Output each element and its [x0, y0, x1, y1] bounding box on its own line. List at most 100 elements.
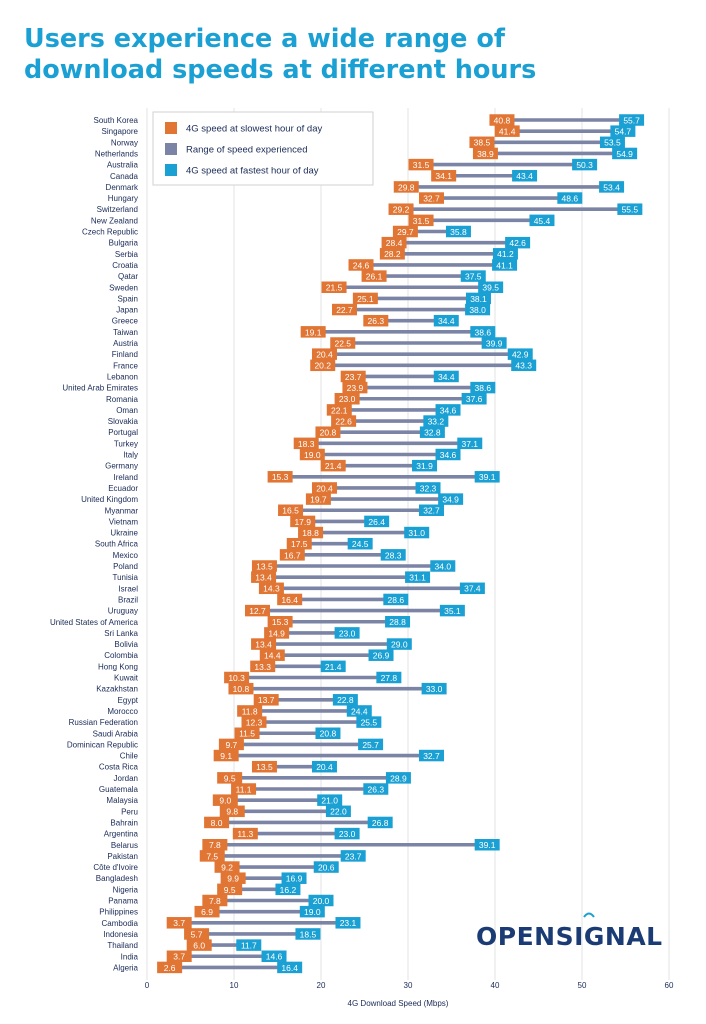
fastest-value-label: 38.1: [470, 294, 487, 304]
slowest-marker: [278, 504, 304, 516]
fastest-marker: [512, 170, 538, 182]
fastest-value-label: 37.4: [464, 584, 481, 594]
fastest-value-label: 39.1: [479, 472, 496, 482]
country-label: Singapore: [102, 127, 139, 136]
fastest-value-label: 34.0: [435, 561, 452, 571]
fastest-marker: [412, 459, 438, 472]
slowest-marker: [224, 671, 250, 684]
slowest-marker: [219, 805, 245, 818]
country-label: South Africa: [95, 540, 139, 549]
slowest-value-label: 40.8: [494, 115, 511, 125]
country-label: Ecuador: [108, 484, 138, 493]
slowest-value-label: 7.8: [209, 896, 221, 906]
fastest-value-label: 38.6: [475, 327, 492, 337]
country-label: Egypt: [118, 696, 139, 705]
country-label: Czech Republic: [82, 228, 138, 237]
country-label: Japan: [116, 306, 138, 315]
fastest-value-label: 31.0: [408, 528, 425, 538]
fastest-marker: [415, 482, 441, 494]
slowest-marker: [199, 850, 225, 862]
country-label: Poland: [113, 562, 138, 571]
slowest-marker: [330, 337, 356, 349]
fastest-marker: [281, 872, 307, 884]
country-label: Kazakhstan: [96, 685, 138, 694]
slowest-value-label: 11.8: [242, 706, 258, 716]
slowest-value-label: 13.5: [256, 762, 273, 772]
slowest-value-label: 10.8: [233, 684, 250, 694]
fastest-marker: [529, 214, 555, 227]
fastest-value-label: 21.0: [321, 796, 338, 806]
slowest-marker: [381, 236, 407, 249]
slowest-value-label: 22.1: [331, 405, 348, 415]
fastest-value-label: 48.6: [562, 193, 579, 203]
slowest-value-label: 16.4: [281, 595, 298, 605]
fastest-value-label: 33.2: [428, 416, 445, 426]
slowest-marker: [408, 214, 434, 227]
slowest-value-label: 9.9: [227, 874, 239, 884]
slowest-marker: [320, 459, 346, 472]
country-label: Hungary: [108, 194, 138, 203]
fastest-marker: [465, 292, 491, 305]
country-label: Austria: [113, 339, 138, 348]
fastest-value-label: 39.1: [479, 840, 496, 850]
fastest-value-label: 37.5: [465, 272, 482, 282]
slowest-marker: [352, 292, 378, 305]
slowest-value-label: 21.5: [326, 283, 343, 293]
fastest-value-label: 18.5: [300, 929, 317, 939]
fastest-value-label: 34.9: [442, 495, 459, 505]
slowest-marker: [267, 616, 293, 628]
fastest-marker: [311, 760, 337, 773]
slowest-value-label: 9.5: [224, 885, 236, 895]
fastest-value-label: 23.0: [339, 829, 356, 839]
country-label: Morocco: [107, 707, 138, 716]
fastest-value-label: 31.1: [409, 573, 426, 583]
country-label: Nigeria: [113, 885, 139, 894]
slowest-marker: [361, 270, 387, 282]
fastest-marker: [507, 348, 533, 360]
country-label: Norway: [111, 138, 138, 147]
slowest-marker: [220, 872, 246, 884]
fastest-value-label: 55.5: [622, 205, 639, 215]
fastest-value-label: 34.6: [440, 405, 457, 415]
fastest-marker: [599, 136, 625, 149]
country-label: Colombia: [104, 651, 138, 660]
fastest-marker: [465, 303, 491, 316]
country-label: Vietnam: [109, 517, 139, 526]
x-tick-label: 60: [665, 981, 674, 990]
slowest-value-label: 6.9: [201, 907, 213, 917]
fastest-value-label: 32.7: [423, 751, 440, 761]
slowest-marker: [251, 638, 277, 650]
logo-signal-icon: [583, 912, 595, 918]
x-tick-label: 30: [404, 981, 413, 990]
slowest-marker: [212, 794, 238, 806]
country-label: Algeria: [113, 963, 138, 972]
slowest-marker: [299, 448, 325, 461]
slowest-marker: [408, 158, 434, 171]
fastest-value-label: 39.5: [482, 283, 499, 293]
country-label: Mexico: [113, 551, 139, 560]
fastest-marker: [445, 225, 471, 238]
fastest-marker: [334, 827, 360, 840]
country-label: Uruguay: [108, 607, 138, 616]
chart-title-line-2: download speeds at different hours: [24, 55, 537, 85]
fastest-value-label: 35.8: [450, 227, 467, 237]
fastest-value-label: 16.9: [286, 874, 303, 884]
fastest-marker: [376, 671, 402, 684]
fastest-marker: [419, 426, 445, 438]
slowest-value-label: 8.0: [211, 818, 223, 828]
country-label: Brazil: [118, 595, 138, 604]
country-label: Sri Lanka: [104, 629, 138, 638]
slowest-marker: [290, 515, 316, 528]
country-label: United States of America: [50, 618, 139, 627]
slowest-value-label: 19.0: [304, 450, 321, 460]
country-label: Lebanon: [107, 372, 138, 381]
legend-label-fastest: 4G speed at fastest hour of day: [186, 166, 319, 177]
slowest-value-label: 22.6: [335, 416, 352, 426]
fastest-value-label: 20.8: [320, 729, 337, 739]
slowest-value-label: 2.6: [164, 963, 176, 973]
fastest-marker: [405, 571, 431, 583]
fastest-value-label: 39.9: [486, 338, 503, 348]
fastest-value-label: 22.0: [330, 807, 347, 817]
slowest-value-label: 20.4: [316, 483, 333, 493]
slowest-value-label: 13.5: [256, 561, 273, 571]
